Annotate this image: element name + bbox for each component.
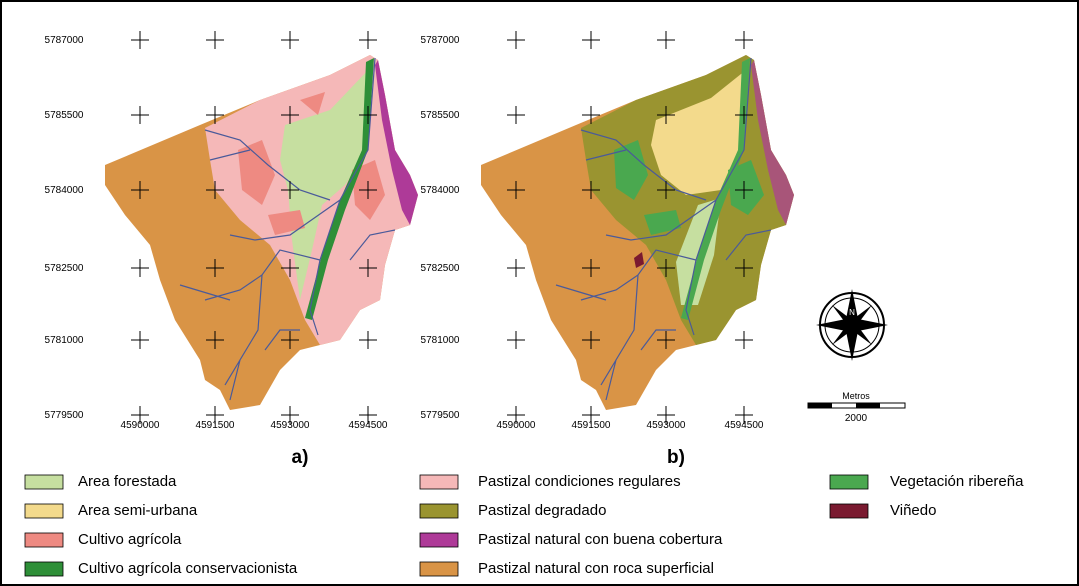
legend-label: Area semi-urbana	[78, 502, 198, 519]
region	[634, 252, 644, 268]
scale-value: 2000	[845, 413, 868, 424]
x-coord-label: 4591500	[196, 420, 235, 431]
legend-swatch	[829, 474, 869, 490]
region	[614, 140, 648, 200]
legend-swatch	[24, 561, 64, 577]
scale-bar: Metros 2000	[807, 391, 906, 424]
x-coord-label: 4594500	[349, 420, 388, 431]
panel-label: a)	[292, 447, 309, 468]
region	[268, 210, 305, 235]
legend-swatch	[419, 532, 459, 548]
region	[728, 160, 764, 215]
y-coord-label: 5787000	[421, 35, 460, 46]
legend-label: Viñedo	[890, 502, 936, 519]
legend-swatch	[419, 474, 459, 490]
legend-label: Cultivo agrícola	[78, 531, 182, 548]
legend-swatch	[419, 561, 459, 577]
legend-label: Pastizal natural con buena cobertura	[478, 531, 723, 548]
y-coord-label: 5782500	[45, 263, 84, 274]
legend-label: Area forestada	[78, 473, 177, 490]
y-coord-label: 5782500	[421, 263, 460, 274]
y-coord-label: 5781000	[421, 335, 460, 346]
region	[651, 70, 746, 195]
x-coord-label: 4590000	[121, 420, 160, 431]
y-coord-label: 5779500	[45, 410, 84, 421]
x-coord-label: 4593000	[647, 420, 686, 431]
legend-swatch	[24, 503, 64, 519]
y-coord-label: 5784000	[421, 185, 460, 196]
y-coord-label: 5785500	[45, 110, 84, 121]
legend-label: Pastizal condiciones regulares	[478, 473, 681, 490]
map-b	[481, 55, 794, 410]
legend-label: Pastizal natural con roca superficial	[478, 560, 714, 577]
y-coord-label: 5779500	[421, 410, 460, 421]
x-coord-label: 4590000	[497, 420, 536, 431]
compass: N	[816, 289, 888, 361]
y-coord-label: 5785500	[421, 110, 460, 121]
region	[238, 140, 275, 205]
y-coord-label: 5781000	[45, 335, 84, 346]
region	[375, 60, 418, 225]
map-a	[105, 55, 418, 410]
x-coord-label: 4591500	[572, 420, 611, 431]
panel-label: b)	[667, 447, 685, 468]
legend-label: Vegetación ribereña	[890, 473, 1024, 490]
x-coord-label: 4594500	[725, 420, 764, 431]
legend-label: Pastizal degradado	[478, 502, 606, 519]
legend-swatch	[419, 503, 459, 519]
scale-title: Metros	[842, 391, 870, 401]
legend-swatch	[24, 474, 64, 490]
legend-swatch	[829, 503, 869, 519]
region	[644, 210, 681, 235]
region	[751, 60, 794, 225]
x-coord-label: 4593000	[271, 420, 310, 431]
region	[300, 92, 325, 115]
river	[179, 57, 396, 401]
river	[555, 57, 772, 401]
region	[280, 68, 370, 300]
svg-text:N: N	[849, 308, 855, 317]
y-coord-label: 5784000	[45, 185, 84, 196]
legend-label: Cultivo agrícola conservacionista	[78, 560, 298, 577]
legend-swatch	[24, 532, 64, 548]
y-coord-label: 5787000	[45, 35, 84, 46]
